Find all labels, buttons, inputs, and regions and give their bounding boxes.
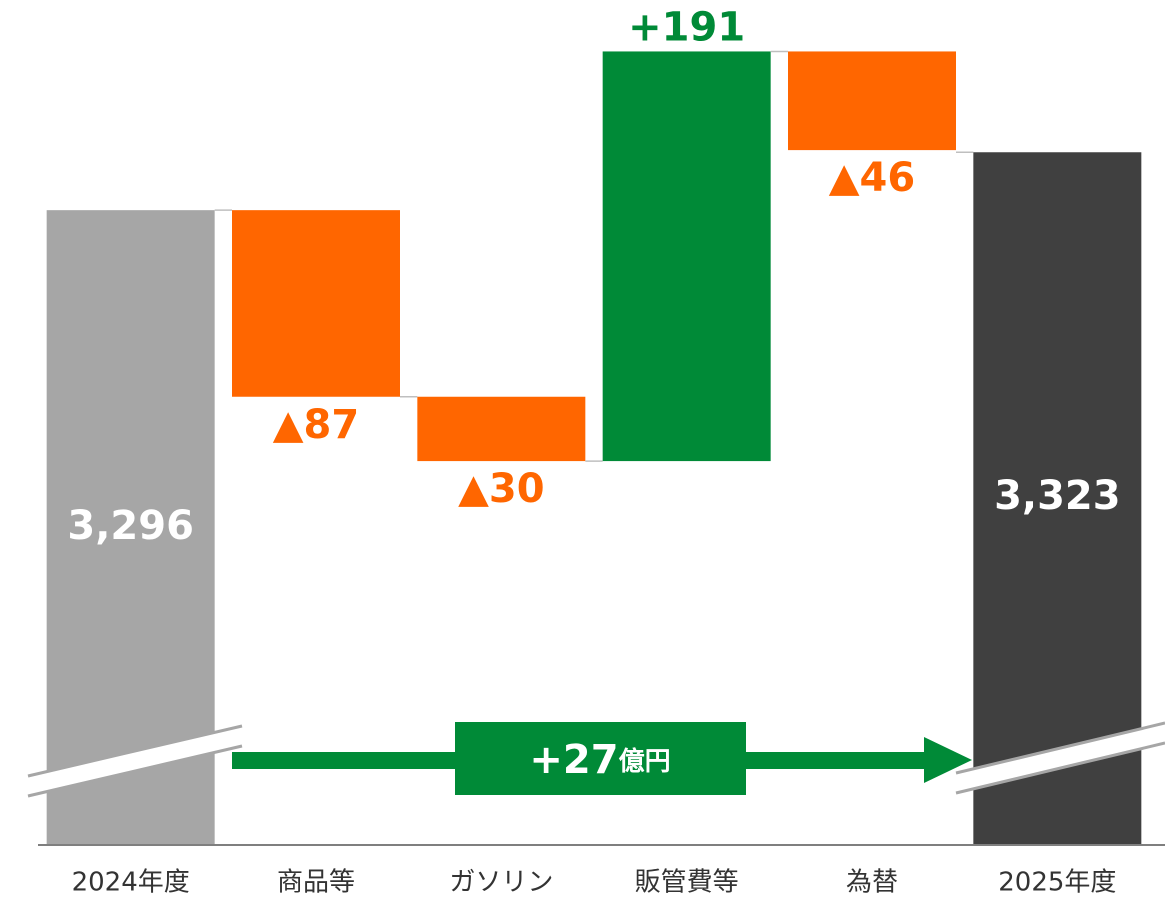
break-line [27,744,243,798]
data-label: 3,296 [67,503,194,549]
bar [417,396,586,462]
arrow-head [924,737,972,783]
bar [788,51,956,151]
break-line [27,724,243,778]
x-tick-label: 商品等 [277,868,355,898]
data-label: ▲46 [829,155,915,201]
x-tick-label: 2025年度 [998,868,1116,898]
annotation: +27億円 [529,737,670,783]
data-label: ▲87 [273,402,359,448]
x-tick-label: ガソリン [449,868,553,898]
data-label: 3,323 [994,473,1121,519]
break-line [955,721,1165,775]
annotation-value: +27 [529,737,618,783]
change-arrow: +27億円 [232,722,972,795]
break-line [955,741,1165,795]
bar [602,51,771,462]
bars [46,50,1142,845]
annotation-box [455,722,746,795]
break-gap [28,726,242,796]
x-tick-label: 為替 [846,868,898,898]
data-label: +191 [628,4,745,50]
axis-breaks [27,721,1165,798]
data-label: ▲30 [458,466,544,512]
x-tick-label: 2024年度 [72,868,190,898]
bar [973,152,1142,845]
annotation-unit: 億円 [619,747,671,777]
break-gap [956,723,1165,793]
bar [232,210,400,397]
x-tick-label: 販管費等 [635,868,739,898]
